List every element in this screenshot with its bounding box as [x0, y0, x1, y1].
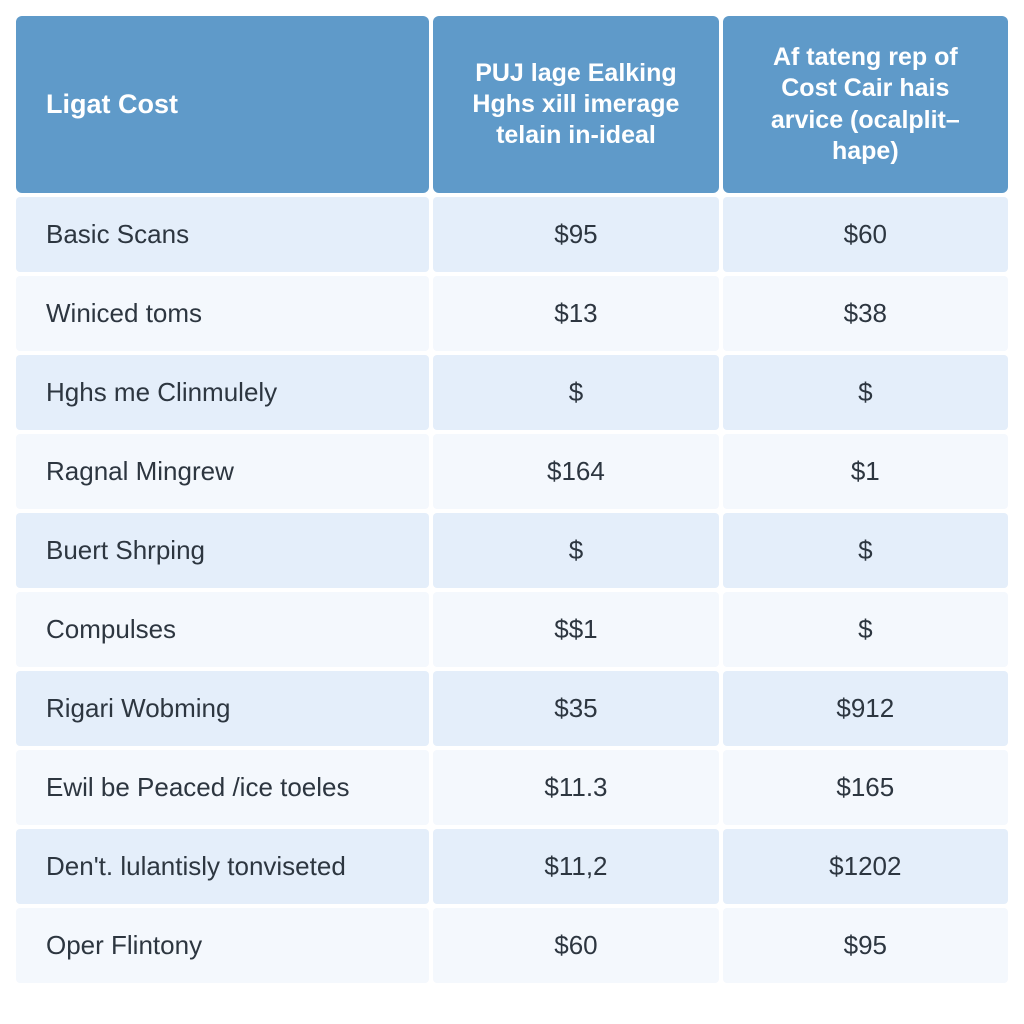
row-label: Oper Flintony — [16, 908, 429, 983]
row-value-2: $912 — [723, 671, 1008, 746]
row-label: Buert Shrping — [16, 513, 429, 588]
row-value-2: $ — [723, 513, 1008, 588]
col-header-price2: Af tateng rep of Cost Cair hais arvice (… — [723, 16, 1008, 193]
row-value-1: $164 — [433, 434, 718, 509]
table-body: Basic Scans$95$60Winiced toms$13$38Hghs … — [16, 197, 1008, 983]
row-value-2: $38 — [723, 276, 1008, 351]
row-value-2: $95 — [723, 908, 1008, 983]
table-header-row: Ligat Cost PUJ lage Ealking Hghs xill im… — [16, 16, 1008, 193]
row-value-1: $95 — [433, 197, 718, 272]
row-value-1: $11.3 — [433, 750, 718, 825]
table-row: Oper Flintony$60$95 — [16, 908, 1008, 983]
row-label: Den't. lulantisly tonviseted — [16, 829, 429, 904]
row-label: Basic Scans — [16, 197, 429, 272]
col-header-name: Ligat Cost — [16, 16, 429, 193]
table-row: Ragnal Mingrew$164$1 — [16, 434, 1008, 509]
row-label: Ewil be Peaced /ice toeles — [16, 750, 429, 825]
row-value-2: $1 — [723, 434, 1008, 509]
row-value-2: $1202 — [723, 829, 1008, 904]
row-label: Winiced toms — [16, 276, 429, 351]
row-value-1: $ — [433, 513, 718, 588]
row-value-2: $ — [723, 592, 1008, 667]
table-row: Winiced toms$13$38 — [16, 276, 1008, 351]
cost-table-container: Ligat Cost PUJ lage Ealking Hghs xill im… — [12, 12, 1012, 987]
row-label: Ragnal Mingrew — [16, 434, 429, 509]
row-label: Hghs me Clinmulely — [16, 355, 429, 430]
row-value-2: $60 — [723, 197, 1008, 272]
table-row: Den't. lulantisly tonviseted$11,2$1202 — [16, 829, 1008, 904]
row-value-1: $11,2 — [433, 829, 718, 904]
table-row: Buert Shrping$$ — [16, 513, 1008, 588]
cost-table: Ligat Cost PUJ lage Ealking Hghs xill im… — [12, 12, 1012, 987]
row-value-1: $ — [433, 355, 718, 430]
row-value-1: $60 — [433, 908, 718, 983]
row-label: Rigari Wobming — [16, 671, 429, 746]
col-header-price1: PUJ lage Ealking Hghs xill imerage telai… — [433, 16, 718, 193]
row-label: Compulses — [16, 592, 429, 667]
table-row: Compulses$$1$ — [16, 592, 1008, 667]
table-row: Hghs me Clinmulely$$ — [16, 355, 1008, 430]
row-value-1: $35 — [433, 671, 718, 746]
row-value-2: $ — [723, 355, 1008, 430]
table-row: Ewil be Peaced /ice toeles$11.3$165 — [16, 750, 1008, 825]
table-row: Rigari Wobming$35$912 — [16, 671, 1008, 746]
row-value-2: $165 — [723, 750, 1008, 825]
row-value-1: $$1 — [433, 592, 718, 667]
row-value-1: $13 — [433, 276, 718, 351]
table-row: Basic Scans$95$60 — [16, 197, 1008, 272]
